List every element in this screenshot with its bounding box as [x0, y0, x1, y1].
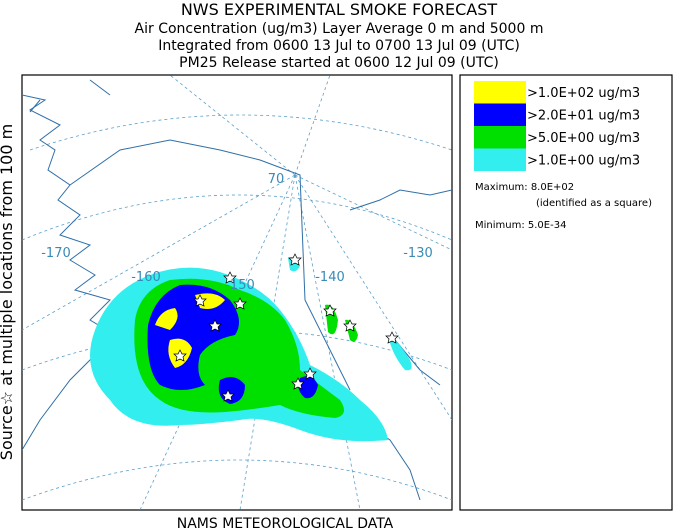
legend: >1.0E+02 ug/m3 >2.0E+01 ug/m3 >5.0E+00 ug/…	[474, 81, 640, 171]
legend-label: >1.0E+02 ug/m3	[527, 86, 640, 101]
subtitle-line: Air Concentration (ug/m3) Layer Average …	[135, 21, 544, 37]
legend-swatch	[474, 148, 526, 171]
map-area: -170 -160 -150 -140 -130 70	[22, 75, 452, 510]
graticule-labels: -170 -160 -150 -140 -130 70	[41, 172, 433, 293]
legend-label: >2.0E+01 ug/m3	[527, 109, 640, 124]
graticule-label: -150	[225, 278, 255, 293]
graticule-label: -160	[131, 270, 161, 285]
graticule-label: 70	[268, 172, 285, 187]
legend-label: >5.0E+00 ug/m3	[527, 131, 640, 146]
legend-swatch	[474, 126, 526, 149]
legend-label: >1.0E+00 ug/m3	[527, 154, 640, 169]
contour-4	[155, 308, 178, 330]
maximum: Maximum: 8.0E+02	[475, 182, 574, 193]
legend-frame	[459, 74, 673, 511]
maximum-note: (identified as a square)	[536, 198, 652, 209]
legend-swatch	[474, 81, 526, 104]
graticule-label: -140	[315, 270, 345, 285]
side-label: Source☆ at multiple locations from 100 m	[0, 124, 16, 460]
legend-swatch	[474, 103, 526, 126]
minimum: Minimum: 5.0E-34	[475, 220, 566, 231]
contour-3	[298, 376, 318, 399]
title: NWS EXPERIMENTAL SMOKE FORECAST	[181, 0, 498, 19]
subtitle-line: PM25 Release started at 0600 12 Jul 09 (…	[179, 55, 499, 71]
smoke-contours	[90, 257, 412, 442]
graticule-label: -130	[403, 246, 433, 261]
graticule-label: -170	[41, 246, 71, 261]
source-markers	[173, 253, 399, 402]
contour-1	[388, 335, 412, 371]
subtitle-line: Integrated from 0600 13 Jul to 0700 13 J…	[158, 38, 520, 54]
footer: NAMS METEOROLOGICAL DATA	[177, 516, 394, 532]
